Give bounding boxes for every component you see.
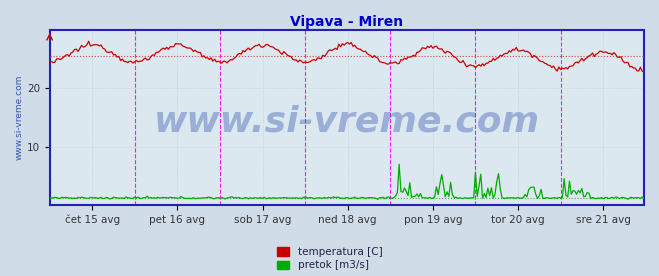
Y-axis label: www.si-vreme.com: www.si-vreme.com [15,75,24,160]
Legend: temperatura [C], pretok [m3/s]: temperatura [C], pretok [m3/s] [273,244,386,274]
Text: www.si-vreme.com: www.si-vreme.com [154,104,540,138]
Title: Vipava - Miren: Vipava - Miren [290,15,403,29]
